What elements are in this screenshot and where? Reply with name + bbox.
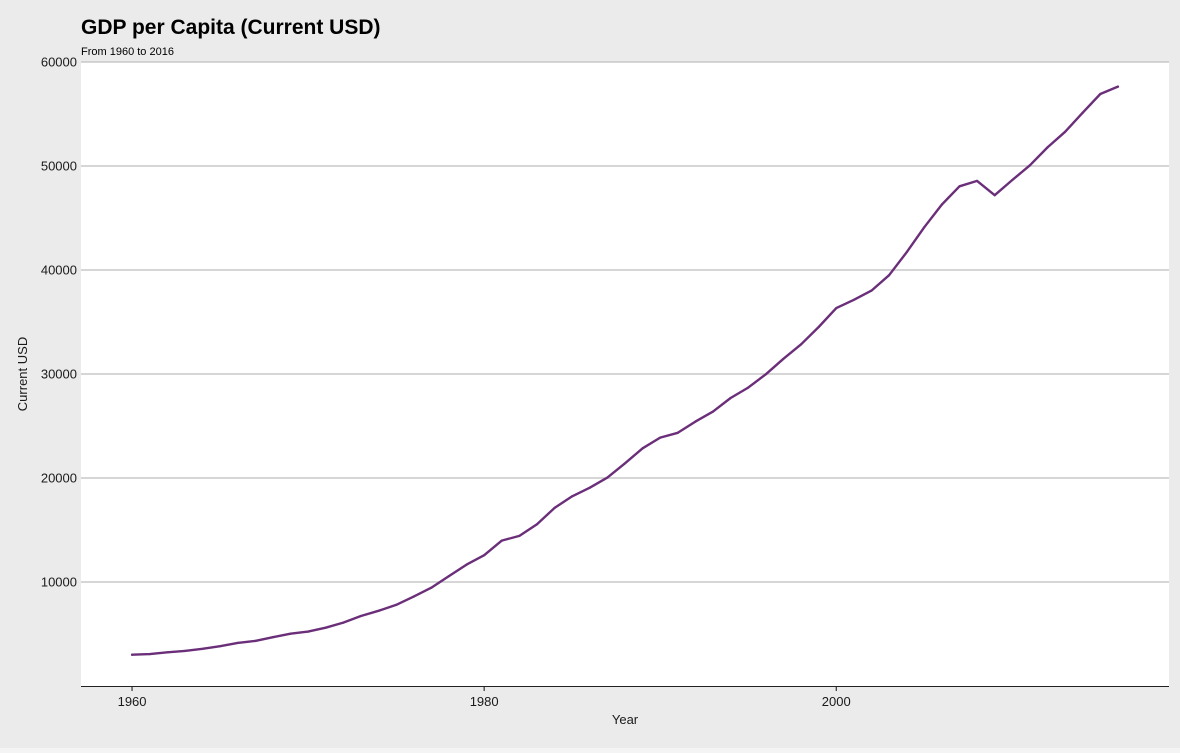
- chart-title: GDP per Capita (Current USD): [81, 16, 381, 39]
- data-point-2016: [1116, 85, 1119, 88]
- data-point-2008: [976, 179, 979, 182]
- data-point-2015: [1099, 92, 1102, 96]
- data-point-2010: [1011, 178, 1014, 182]
- data-point-1968: [271, 636, 274, 639]
- x-tick-label-1980: 1980: [470, 694, 499, 709]
- y-tick-label-10000: 10000: [41, 575, 77, 590]
- data-point-1965: [219, 645, 222, 648]
- data-point-1990: [659, 436, 662, 439]
- y-tick-label-50000: 50000: [41, 159, 77, 174]
- data-point-1986: [588, 486, 591, 489]
- y-tick-label-20000: 20000: [41, 471, 77, 486]
- data-point-1989: [641, 447, 644, 450]
- grid-lines: [81, 61, 1169, 583]
- data-point-1980: [483, 554, 486, 557]
- x-axis-ticks: 1960 1980 2000: [118, 686, 851, 709]
- y-tick-label-30000: 30000: [41, 367, 77, 382]
- data-point-1998: [800, 343, 803, 346]
- data-point-1997: [782, 357, 785, 360]
- data-point-2001: [852, 298, 856, 301]
- x-axis-title: Year: [612, 712, 639, 727]
- data-point-2014: [1081, 111, 1084, 114]
- data-point-1977: [430, 586, 433, 589]
- data-point-1994: [729, 396, 732, 400]
- data-point-1985: [571, 495, 574, 498]
- data-point-1974: [377, 609, 380, 612]
- data-point-1963: [183, 649, 186, 653]
- data-point-1962: [166, 651, 169, 654]
- data-point-1967: [254, 639, 257, 643]
- data-point-2012: [1046, 146, 1049, 149]
- y-axis-title: Current USD: [15, 337, 30, 411]
- data-point-1978: [447, 575, 450, 578]
- data-point-1961: [148, 653, 151, 656]
- data-point-1969: [289, 632, 292, 635]
- data-point-1971: [324, 626, 327, 629]
- data-point-2013: [1064, 130, 1067, 133]
- data-point-2009: [993, 194, 996, 197]
- data-point-1991: [676, 431, 679, 434]
- chart-subtitle: From 1960 to 2016: [81, 46, 174, 58]
- data-point-1982: [518, 534, 521, 538]
- data-point-1999: [817, 325, 820, 329]
- data-point-1979: [465, 563, 468, 566]
- data-point-1981: [500, 539, 503, 542]
- data-point-2004: [905, 251, 908, 254]
- data-point-1993: [711, 410, 715, 413]
- x-tick-label-2000: 2000: [822, 694, 851, 709]
- y-tick-label-60000: 60000: [41, 55, 77, 70]
- data-point-2002: [870, 289, 873, 292]
- data-point-1996: [764, 373, 767, 376]
- data-point-1973: [359, 614, 362, 618]
- data-point-1984: [553, 506, 556, 509]
- data-point-1975: [395, 603, 398, 607]
- data-point-2011: [1028, 164, 1031, 167]
- data-point-2007: [958, 185, 961, 188]
- data-point-1972: [342, 621, 345, 624]
- y-axis-ticks: 10000 20000 30000 40000 50000 60000: [41, 55, 77, 590]
- data-point-1995: [747, 386, 750, 389]
- data-point-2000: [835, 307, 838, 310]
- x-tick-label-1960: 1960: [118, 694, 147, 709]
- data-point-2005: [923, 226, 926, 229]
- series-points: [131, 85, 1119, 656]
- data-point-1992: [694, 420, 697, 423]
- data-point-1988: [623, 462, 627, 465]
- data-point-1983: [535, 523, 539, 526]
- data-point-2006: [940, 203, 944, 206]
- data-point-1976: [412, 595, 415, 598]
- y-tick-label-40000: 40000: [41, 263, 77, 278]
- data-point-1970: [307, 630, 310, 633]
- data-point-1966: [236, 641, 239, 645]
- data-point-2003: [888, 274, 891, 277]
- data-point-1964: [201, 647, 204, 650]
- data-point-1960: [131, 653, 134, 656]
- data-point-1987: [606, 476, 609, 479]
